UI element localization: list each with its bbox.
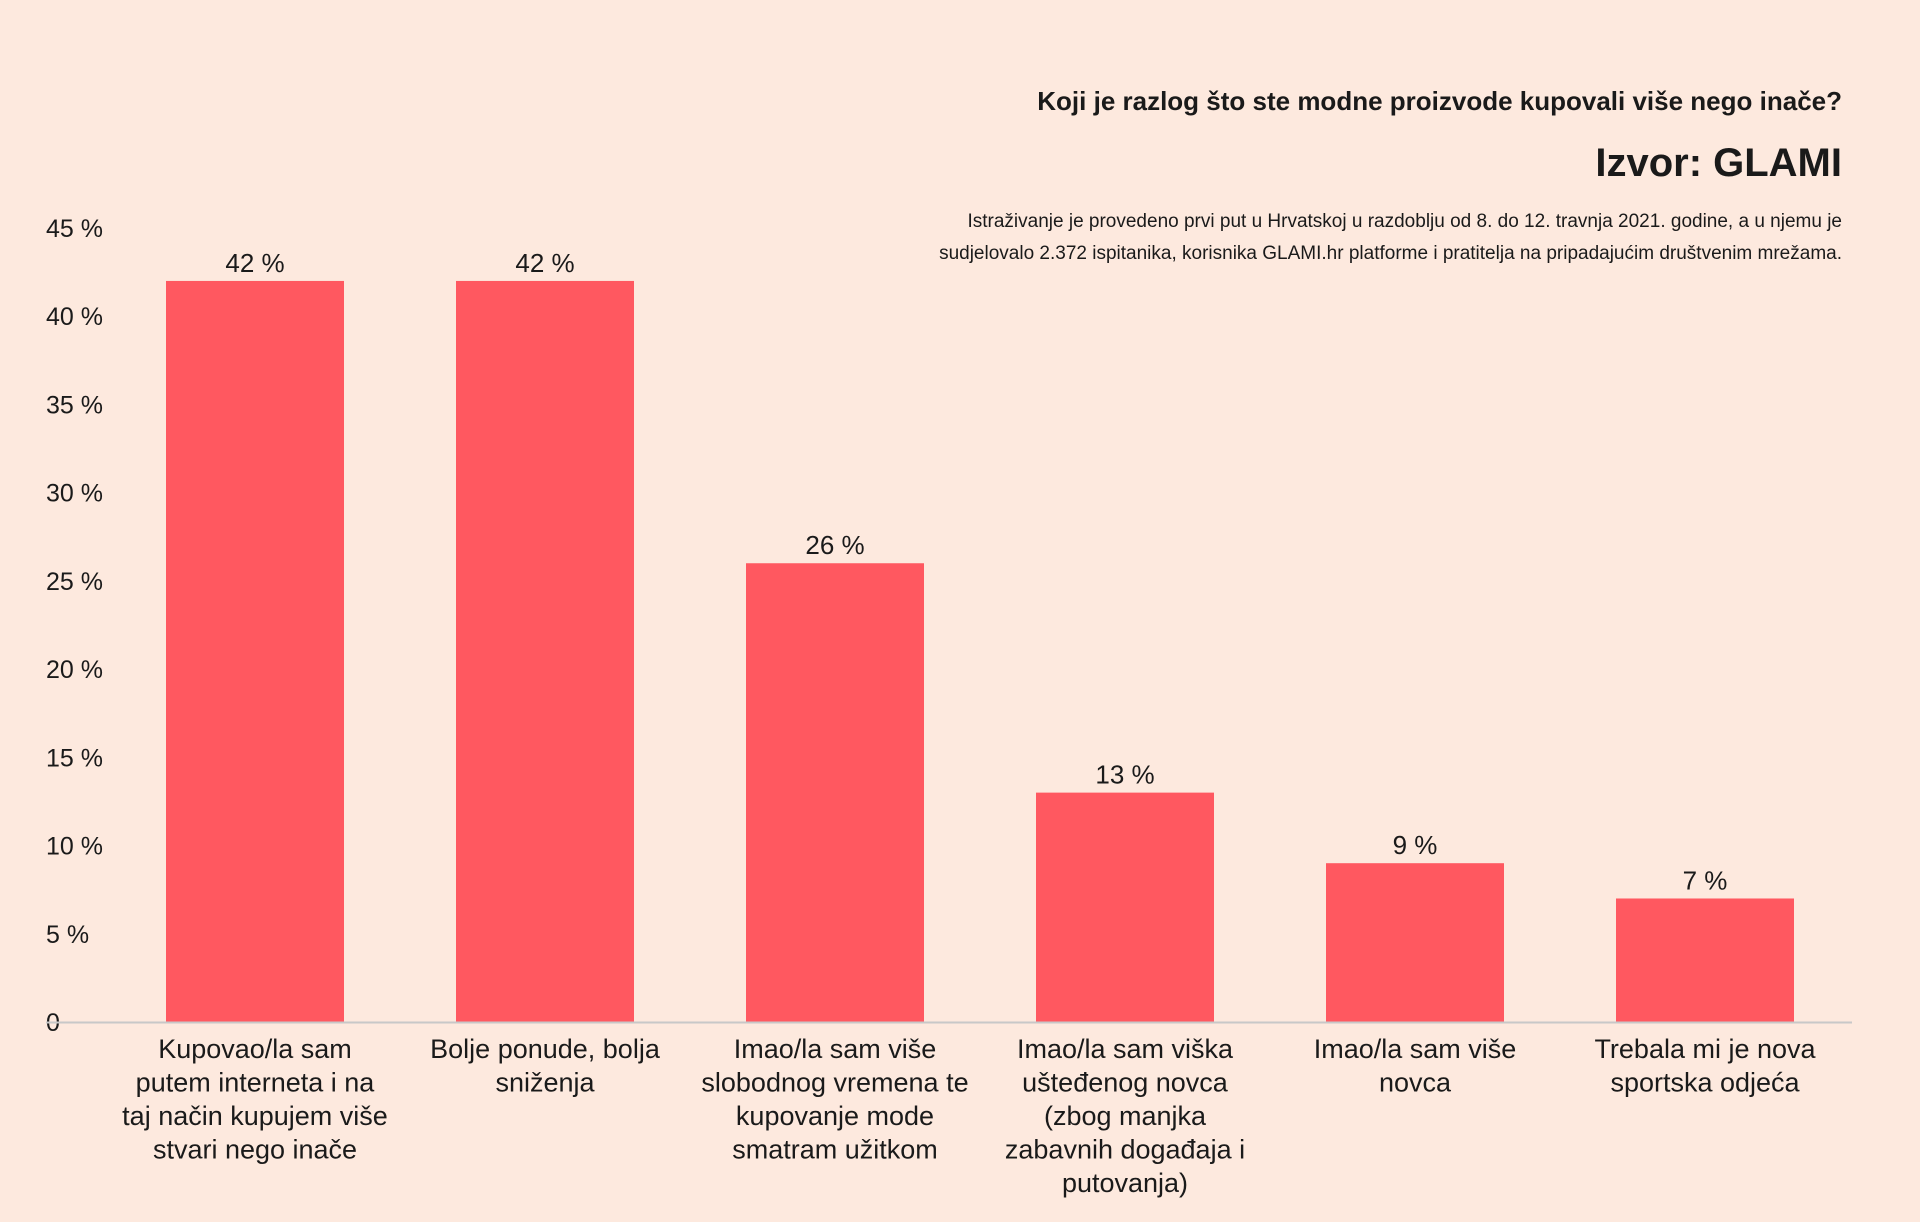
y-tick-label: 15 % (46, 744, 103, 772)
survey-note-line-2: sudjelovalo 2.372 ispitanika, korisnika … (939, 243, 1842, 264)
bar (166, 280, 344, 1022)
x-axis: Kupovao/la sam putem interneta i na taj na… (46, 1021, 1852, 1198)
y-tick-label: 20 % (46, 656, 103, 684)
chart-source: Izvor: GLAMI (1595, 141, 1842, 185)
x-category-label: Imao/la sam više novca (1314, 1034, 1517, 1098)
bar-value-label: 9 % (1393, 830, 1438, 860)
bar (456, 280, 634, 1022)
y-tick-label: 5 % (46, 921, 89, 949)
bars: 42 % 42 % 26 % 13 % 9 % 7 % (166, 248, 1794, 1022)
bar-value-label: 7 % (1683, 865, 1728, 895)
x-category-label: Imao/la sam viška uštеđenog novca (zbog ma… (1005, 1034, 1245, 1198)
bar (1036, 792, 1214, 1022)
x-category-label: Kupovao/la sam putem interneta i na taj na… (122, 1034, 388, 1165)
bar (746, 563, 924, 1022)
bar-value-label: 13 % (1095, 760, 1154, 790)
bar (1326, 863, 1504, 1022)
y-tick-label: 40 % (46, 303, 103, 331)
x-category-label: Trebala mi je nova sportska odjeća (1594, 1034, 1816, 1098)
y-tick-label: 45 % (46, 215, 103, 243)
y-tick-label: 10 % (46, 833, 103, 861)
y-tick-label: 25 % (46, 568, 103, 596)
x-category-label: Imao/la sam više slobodnog vremena te kupo… (701, 1034, 968, 1165)
bar-value-label: 42 % (225, 248, 284, 278)
y-axis: 05 %10 %15 %20 %25 %30 %35 %40 %45 % (46, 215, 103, 1037)
chart-header: Koji je razlog što ste modne proizvode k… (742, 84, 1842, 270)
x-category-label: Bolje ponude, bolja sniženja (430, 1034, 661, 1098)
bar (1616, 898, 1794, 1022)
bar-value-label: 26 % (805, 530, 864, 560)
survey-note-line-1: Istraživanje je provedeno prvi put u Hrv… (967, 211, 1842, 232)
chart-question: Koji je razlog što ste modne proizvode k… (1037, 86, 1842, 116)
bar-value-label: 42 % (515, 248, 574, 278)
y-tick-label: 35 % (46, 391, 103, 419)
survey-note: Istraživanje je provedeno prvi put u Hrv… (742, 206, 1842, 270)
y-tick-label: 30 % (46, 480, 103, 508)
